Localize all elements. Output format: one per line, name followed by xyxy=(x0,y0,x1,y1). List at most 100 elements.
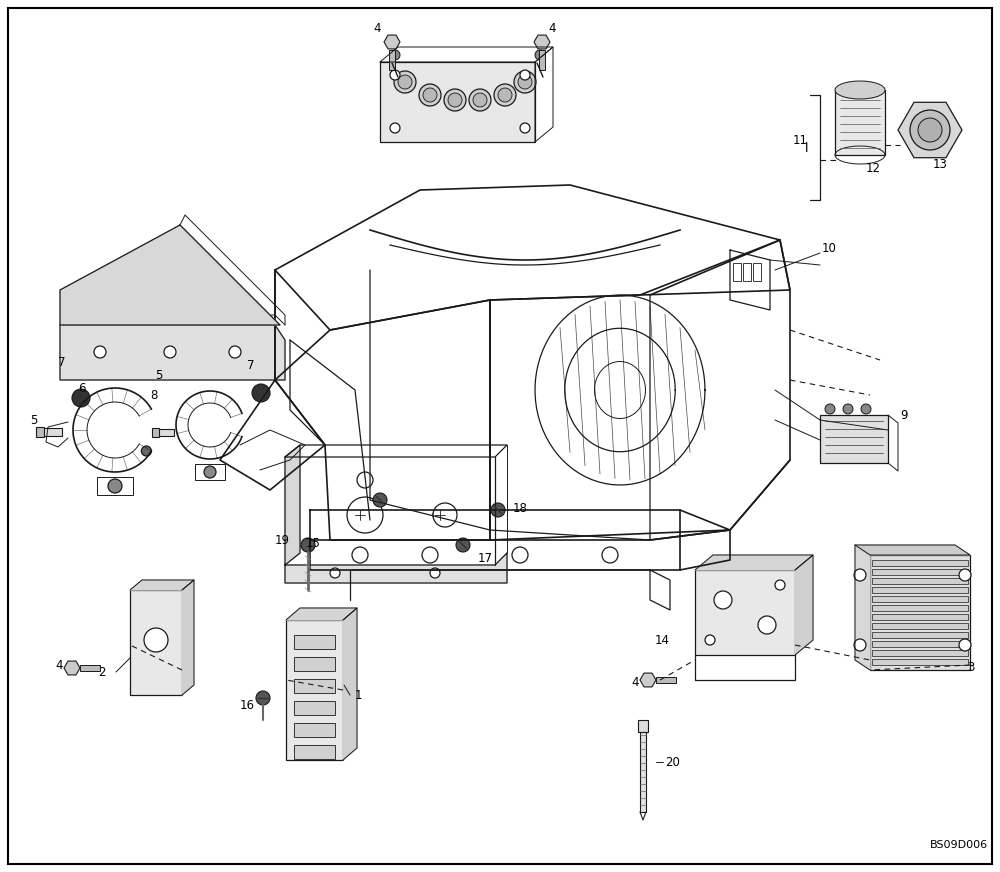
Bar xyxy=(294,701,335,715)
Text: BS09D006: BS09D006 xyxy=(930,840,988,850)
Text: l: l xyxy=(804,141,808,154)
Circle shape xyxy=(714,591,732,609)
Text: 20: 20 xyxy=(665,755,680,768)
Circle shape xyxy=(775,580,785,590)
Bar xyxy=(640,732,646,812)
Bar xyxy=(872,605,968,611)
Circle shape xyxy=(347,497,383,533)
Circle shape xyxy=(843,404,853,414)
Bar xyxy=(638,720,648,732)
Circle shape xyxy=(494,84,516,106)
Circle shape xyxy=(520,123,530,133)
Circle shape xyxy=(330,568,340,578)
Polygon shape xyxy=(640,673,656,687)
Circle shape xyxy=(390,123,400,133)
Bar xyxy=(872,614,968,620)
Bar xyxy=(294,745,335,759)
Bar xyxy=(36,427,44,437)
Text: 16: 16 xyxy=(240,698,255,712)
Circle shape xyxy=(301,538,315,552)
Text: 4: 4 xyxy=(631,676,639,689)
Bar xyxy=(872,578,968,584)
Bar xyxy=(695,570,795,655)
Polygon shape xyxy=(898,102,962,158)
Circle shape xyxy=(204,466,216,478)
Circle shape xyxy=(910,110,950,150)
Circle shape xyxy=(918,118,942,142)
Polygon shape xyxy=(130,580,194,590)
Circle shape xyxy=(705,635,715,645)
Circle shape xyxy=(108,479,122,493)
Circle shape xyxy=(473,93,487,107)
Bar xyxy=(656,677,676,683)
Bar xyxy=(872,587,968,593)
Bar xyxy=(743,263,751,281)
Circle shape xyxy=(518,75,532,89)
Bar xyxy=(80,665,100,671)
Circle shape xyxy=(252,384,270,402)
Circle shape xyxy=(164,346,176,358)
Polygon shape xyxy=(384,35,400,49)
Bar xyxy=(733,263,741,281)
Text: 17: 17 xyxy=(478,551,493,564)
Polygon shape xyxy=(695,555,813,570)
Circle shape xyxy=(469,89,491,111)
Text: 10: 10 xyxy=(822,242,837,255)
Polygon shape xyxy=(534,35,550,49)
Bar xyxy=(872,659,968,665)
Circle shape xyxy=(825,404,835,414)
Text: 18: 18 xyxy=(513,501,528,514)
Bar xyxy=(872,641,968,647)
Circle shape xyxy=(491,503,505,517)
Polygon shape xyxy=(285,553,507,583)
Polygon shape xyxy=(855,545,970,555)
Circle shape xyxy=(854,569,866,581)
Circle shape xyxy=(398,75,412,89)
Bar xyxy=(820,415,888,463)
Bar xyxy=(130,590,182,695)
Bar xyxy=(195,464,225,480)
Polygon shape xyxy=(343,608,357,760)
Text: 4: 4 xyxy=(548,22,556,35)
Circle shape xyxy=(94,346,106,358)
Circle shape xyxy=(520,70,530,80)
Circle shape xyxy=(256,691,270,705)
Polygon shape xyxy=(60,225,280,325)
Circle shape xyxy=(433,508,447,522)
Circle shape xyxy=(390,70,400,80)
Circle shape xyxy=(419,84,441,106)
Bar xyxy=(294,723,335,737)
Polygon shape xyxy=(182,580,194,695)
Text: 3: 3 xyxy=(967,660,974,673)
Circle shape xyxy=(229,346,241,358)
Polygon shape xyxy=(855,545,870,670)
Text: 7: 7 xyxy=(247,358,254,371)
Text: 5: 5 xyxy=(155,369,162,382)
Circle shape xyxy=(456,538,470,552)
Bar xyxy=(835,90,885,155)
Bar xyxy=(872,632,968,638)
Bar xyxy=(286,620,343,760)
Bar xyxy=(294,679,335,693)
Circle shape xyxy=(144,628,168,652)
Bar xyxy=(294,635,335,649)
Circle shape xyxy=(430,568,440,578)
Text: 19: 19 xyxy=(275,534,290,547)
Bar xyxy=(753,263,761,281)
Text: 13: 13 xyxy=(933,159,948,172)
Bar xyxy=(539,50,545,70)
Circle shape xyxy=(433,503,457,527)
Bar xyxy=(158,429,174,436)
Text: 6: 6 xyxy=(78,382,86,394)
Circle shape xyxy=(854,639,866,651)
Circle shape xyxy=(72,389,90,407)
Bar xyxy=(380,62,535,142)
Circle shape xyxy=(141,446,151,456)
Circle shape xyxy=(444,89,466,111)
Circle shape xyxy=(390,50,400,60)
Text: 1: 1 xyxy=(355,689,362,701)
Polygon shape xyxy=(285,445,300,565)
Circle shape xyxy=(423,88,437,102)
Bar xyxy=(872,623,968,629)
Circle shape xyxy=(758,616,776,634)
